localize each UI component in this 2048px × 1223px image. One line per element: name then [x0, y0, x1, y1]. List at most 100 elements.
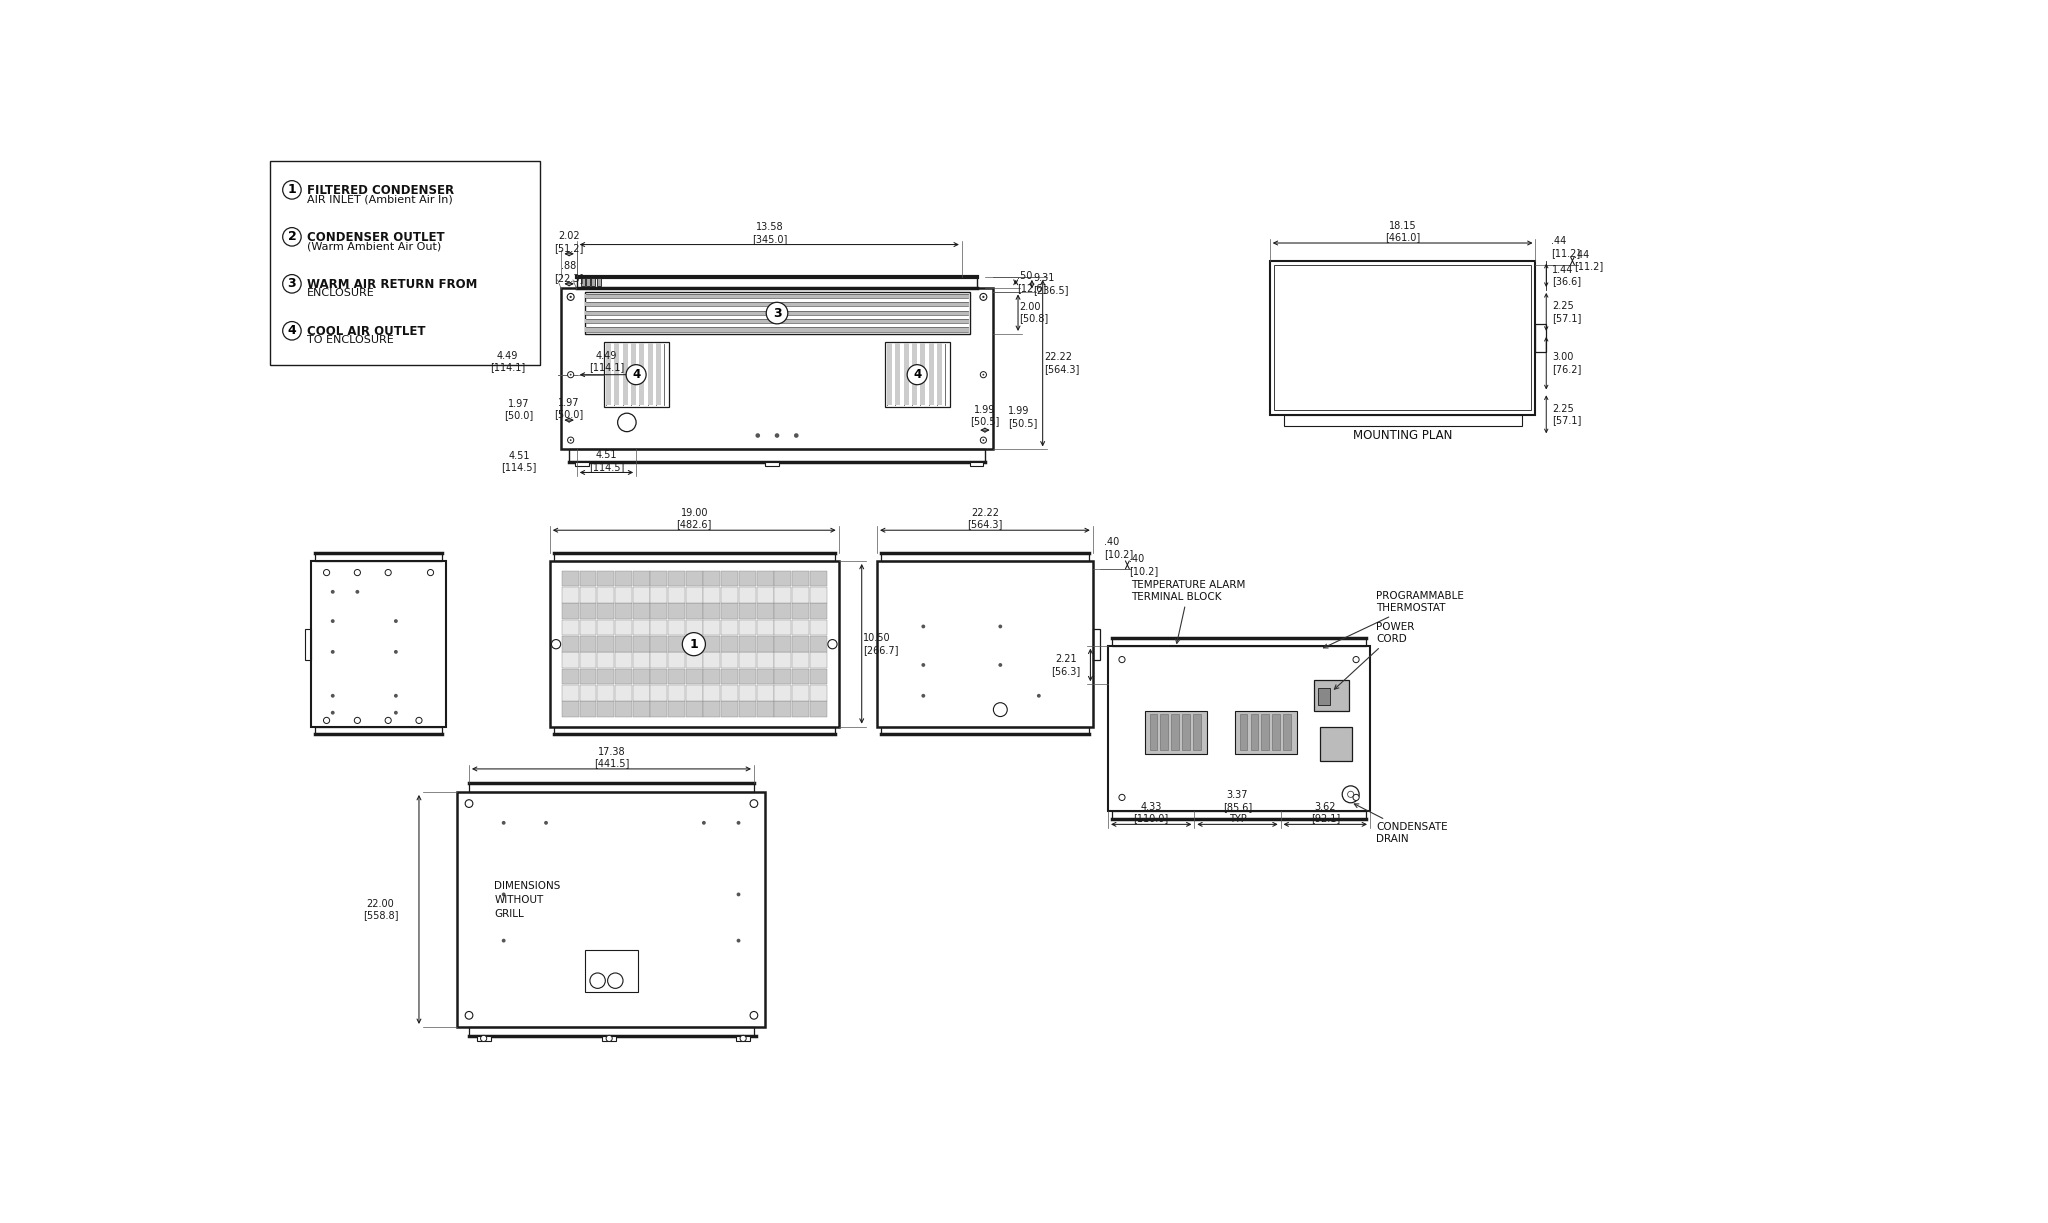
Bar	[1235, 711, 1296, 753]
Circle shape	[993, 703, 1008, 717]
Bar	[735, 1036, 750, 1041]
Circle shape	[737, 821, 741, 824]
Bar	[598, 620, 614, 635]
Circle shape	[1354, 794, 1360, 801]
Bar	[1319, 689, 1329, 704]
Text: .40
[10.2]: .40 [10.2]	[1128, 554, 1159, 576]
Circle shape	[922, 693, 926, 697]
Text: .44
[11.2]: .44 [11.2]	[1550, 236, 1581, 258]
Bar	[774, 620, 791, 635]
Circle shape	[922, 625, 926, 629]
Bar	[580, 669, 596, 684]
Bar	[1094, 629, 1100, 659]
Text: 2: 2	[287, 230, 297, 243]
Bar	[809, 620, 827, 635]
Circle shape	[332, 649, 334, 654]
Circle shape	[332, 589, 334, 593]
Bar	[602, 1036, 616, 1041]
Bar	[631, 344, 637, 406]
Bar	[809, 571, 827, 586]
Bar	[911, 344, 918, 406]
Bar	[721, 620, 737, 635]
Circle shape	[283, 227, 301, 246]
Bar	[315, 726, 442, 734]
Bar	[586, 311, 969, 314]
Bar	[586, 294, 969, 298]
Bar	[739, 571, 756, 586]
Bar	[686, 620, 702, 635]
Circle shape	[1354, 657, 1360, 663]
Circle shape	[922, 663, 926, 667]
Bar	[739, 652, 756, 668]
Text: 3: 3	[772, 307, 782, 319]
Bar	[569, 449, 985, 462]
Bar	[969, 462, 983, 466]
Text: 4: 4	[287, 324, 297, 338]
Text: .50
[12.6]: .50 [12.6]	[1018, 272, 1047, 294]
Circle shape	[354, 570, 360, 576]
Circle shape	[567, 372, 573, 378]
Bar	[756, 701, 774, 717]
Bar	[686, 652, 702, 668]
Text: 1.44
[36.6]: 1.44 [36.6]	[1552, 264, 1581, 286]
Text: 3: 3	[287, 278, 297, 290]
Bar	[793, 620, 809, 635]
Bar	[1145, 711, 1206, 753]
Bar	[469, 783, 754, 793]
Bar	[1282, 714, 1290, 751]
Bar	[561, 636, 580, 652]
Bar	[580, 636, 596, 652]
Bar	[774, 701, 791, 717]
Bar	[477, 1036, 492, 1041]
Text: CONDENSER OUTLET: CONDENSER OUTLET	[307, 231, 444, 245]
Bar	[561, 669, 580, 684]
Text: 19.00
[482.6]: 19.00 [482.6]	[676, 508, 713, 530]
Circle shape	[567, 294, 573, 301]
Bar	[1536, 324, 1546, 351]
Bar	[702, 701, 721, 717]
Bar	[614, 652, 633, 668]
Bar	[903, 344, 909, 406]
Bar	[881, 726, 1090, 734]
Circle shape	[774, 433, 780, 438]
Bar	[774, 571, 791, 586]
Text: 4.49
[114.1]: 4.49 [114.1]	[590, 351, 625, 372]
Bar	[598, 587, 614, 603]
Bar	[575, 462, 590, 466]
Circle shape	[324, 570, 330, 576]
Circle shape	[739, 1036, 745, 1042]
Bar	[756, 685, 774, 701]
Bar	[756, 587, 774, 603]
Bar	[561, 620, 580, 635]
Bar	[793, 669, 809, 684]
Bar	[895, 344, 901, 406]
Bar	[1251, 714, 1257, 751]
Circle shape	[465, 800, 473, 807]
Circle shape	[569, 296, 571, 298]
Bar	[598, 603, 614, 619]
Bar	[561, 571, 580, 586]
Bar	[809, 669, 827, 684]
Text: 1.97
[50.0]: 1.97 [50.0]	[504, 399, 535, 421]
Bar	[586, 279, 590, 286]
Bar	[887, 344, 893, 406]
Text: 4.49
[114.1]: 4.49 [114.1]	[489, 351, 524, 372]
Circle shape	[393, 619, 397, 623]
Bar	[586, 328, 969, 331]
Text: 4: 4	[633, 368, 641, 382]
Bar	[686, 669, 702, 684]
Text: 3.00
[76.2]: 3.00 [76.2]	[1552, 352, 1581, 374]
Text: .88
[22.3]: .88 [22.3]	[555, 262, 584, 283]
Bar	[604, 341, 670, 407]
Bar	[1112, 811, 1366, 819]
Text: WARM AIR RETURN FROM: WARM AIR RETURN FROM	[307, 279, 477, 291]
Text: POWER
CORD: POWER CORD	[1335, 623, 1415, 690]
Bar	[793, 636, 809, 652]
Bar	[686, 587, 702, 603]
Bar	[1315, 680, 1350, 711]
Bar	[721, 571, 737, 586]
Bar	[315, 553, 442, 561]
Text: MOUNTING PLAN: MOUNTING PLAN	[1352, 428, 1452, 442]
Bar	[651, 652, 668, 668]
Bar	[668, 620, 684, 635]
